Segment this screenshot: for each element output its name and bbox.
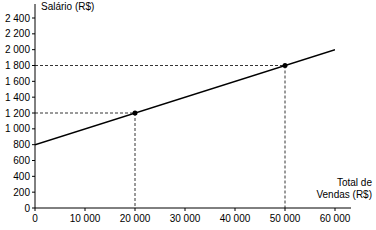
- x-tick: [285, 208, 286, 211]
- x-tick: [185, 208, 186, 211]
- y-tick-label: 200: [13, 187, 30, 198]
- x-tick: [35, 208, 36, 211]
- y-tick-label: 0: [24, 203, 30, 214]
- y-tick: [32, 49, 35, 50]
- y-tick-label: 600: [13, 155, 30, 166]
- y-tick-label: 2 000: [5, 44, 30, 55]
- guide-v: [285, 66, 286, 209]
- y-tick: [32, 128, 35, 129]
- x-tick-label: 40 000: [220, 213, 251, 224]
- y-tick: [32, 65, 35, 66]
- y-tick-label: 1 200: [5, 108, 30, 119]
- point: [283, 63, 288, 68]
- guide-v: [135, 113, 136, 208]
- x-tick-label: 60 000: [320, 213, 351, 224]
- x-tick-label: 50 000: [270, 213, 301, 224]
- guide-h: [35, 113, 135, 114]
- x-tick-label: 10 000: [70, 213, 101, 224]
- y-tick-label: 1 000: [5, 123, 30, 134]
- y-tick: [32, 176, 35, 177]
- y-tick: [32, 81, 35, 82]
- y-tick-label: 1 600: [5, 76, 30, 87]
- y-tick: [32, 144, 35, 145]
- x-axis-label: Vendas (R$): [316, 189, 372, 200]
- x-tick-label: 0: [32, 213, 38, 224]
- y-tick-label: 400: [13, 171, 30, 182]
- x-axis: [35, 208, 351, 209]
- x-tick: [135, 208, 136, 211]
- y-axis: [35, 4, 36, 208]
- y-tick: [32, 160, 35, 161]
- y-tick-label: 2 400: [5, 13, 30, 24]
- y-axis-label: Salário (R$): [41, 1, 94, 12]
- x-tick: [85, 208, 86, 211]
- y-tick: [32, 97, 35, 98]
- plot-area: [35, 50, 335, 208]
- x-tick-label: 30 000: [170, 213, 201, 224]
- x-tick: [235, 208, 236, 211]
- y-tick: [32, 192, 35, 193]
- point: [133, 111, 138, 116]
- y-tick: [32, 113, 35, 114]
- x-axis-label: Total de: [337, 177, 372, 188]
- y-tick: [32, 18, 35, 19]
- x-tick: [335, 208, 336, 211]
- chart: 0 200 400 600 800 1 000 1 200 1 400 1 600 1 800 2 …: [0, 0, 376, 230]
- y-tick-label: 1 800: [5, 60, 30, 71]
- guide-h: [35, 65, 285, 66]
- line: [35, 50, 335, 145]
- y-tick-label: 2 200: [5, 28, 30, 39]
- y-tick-label: 1 400: [5, 92, 30, 103]
- x-tick-label: 20 000: [120, 213, 151, 224]
- y-tick: [32, 33, 35, 34]
- y-tick-label: 800: [13, 139, 30, 150]
